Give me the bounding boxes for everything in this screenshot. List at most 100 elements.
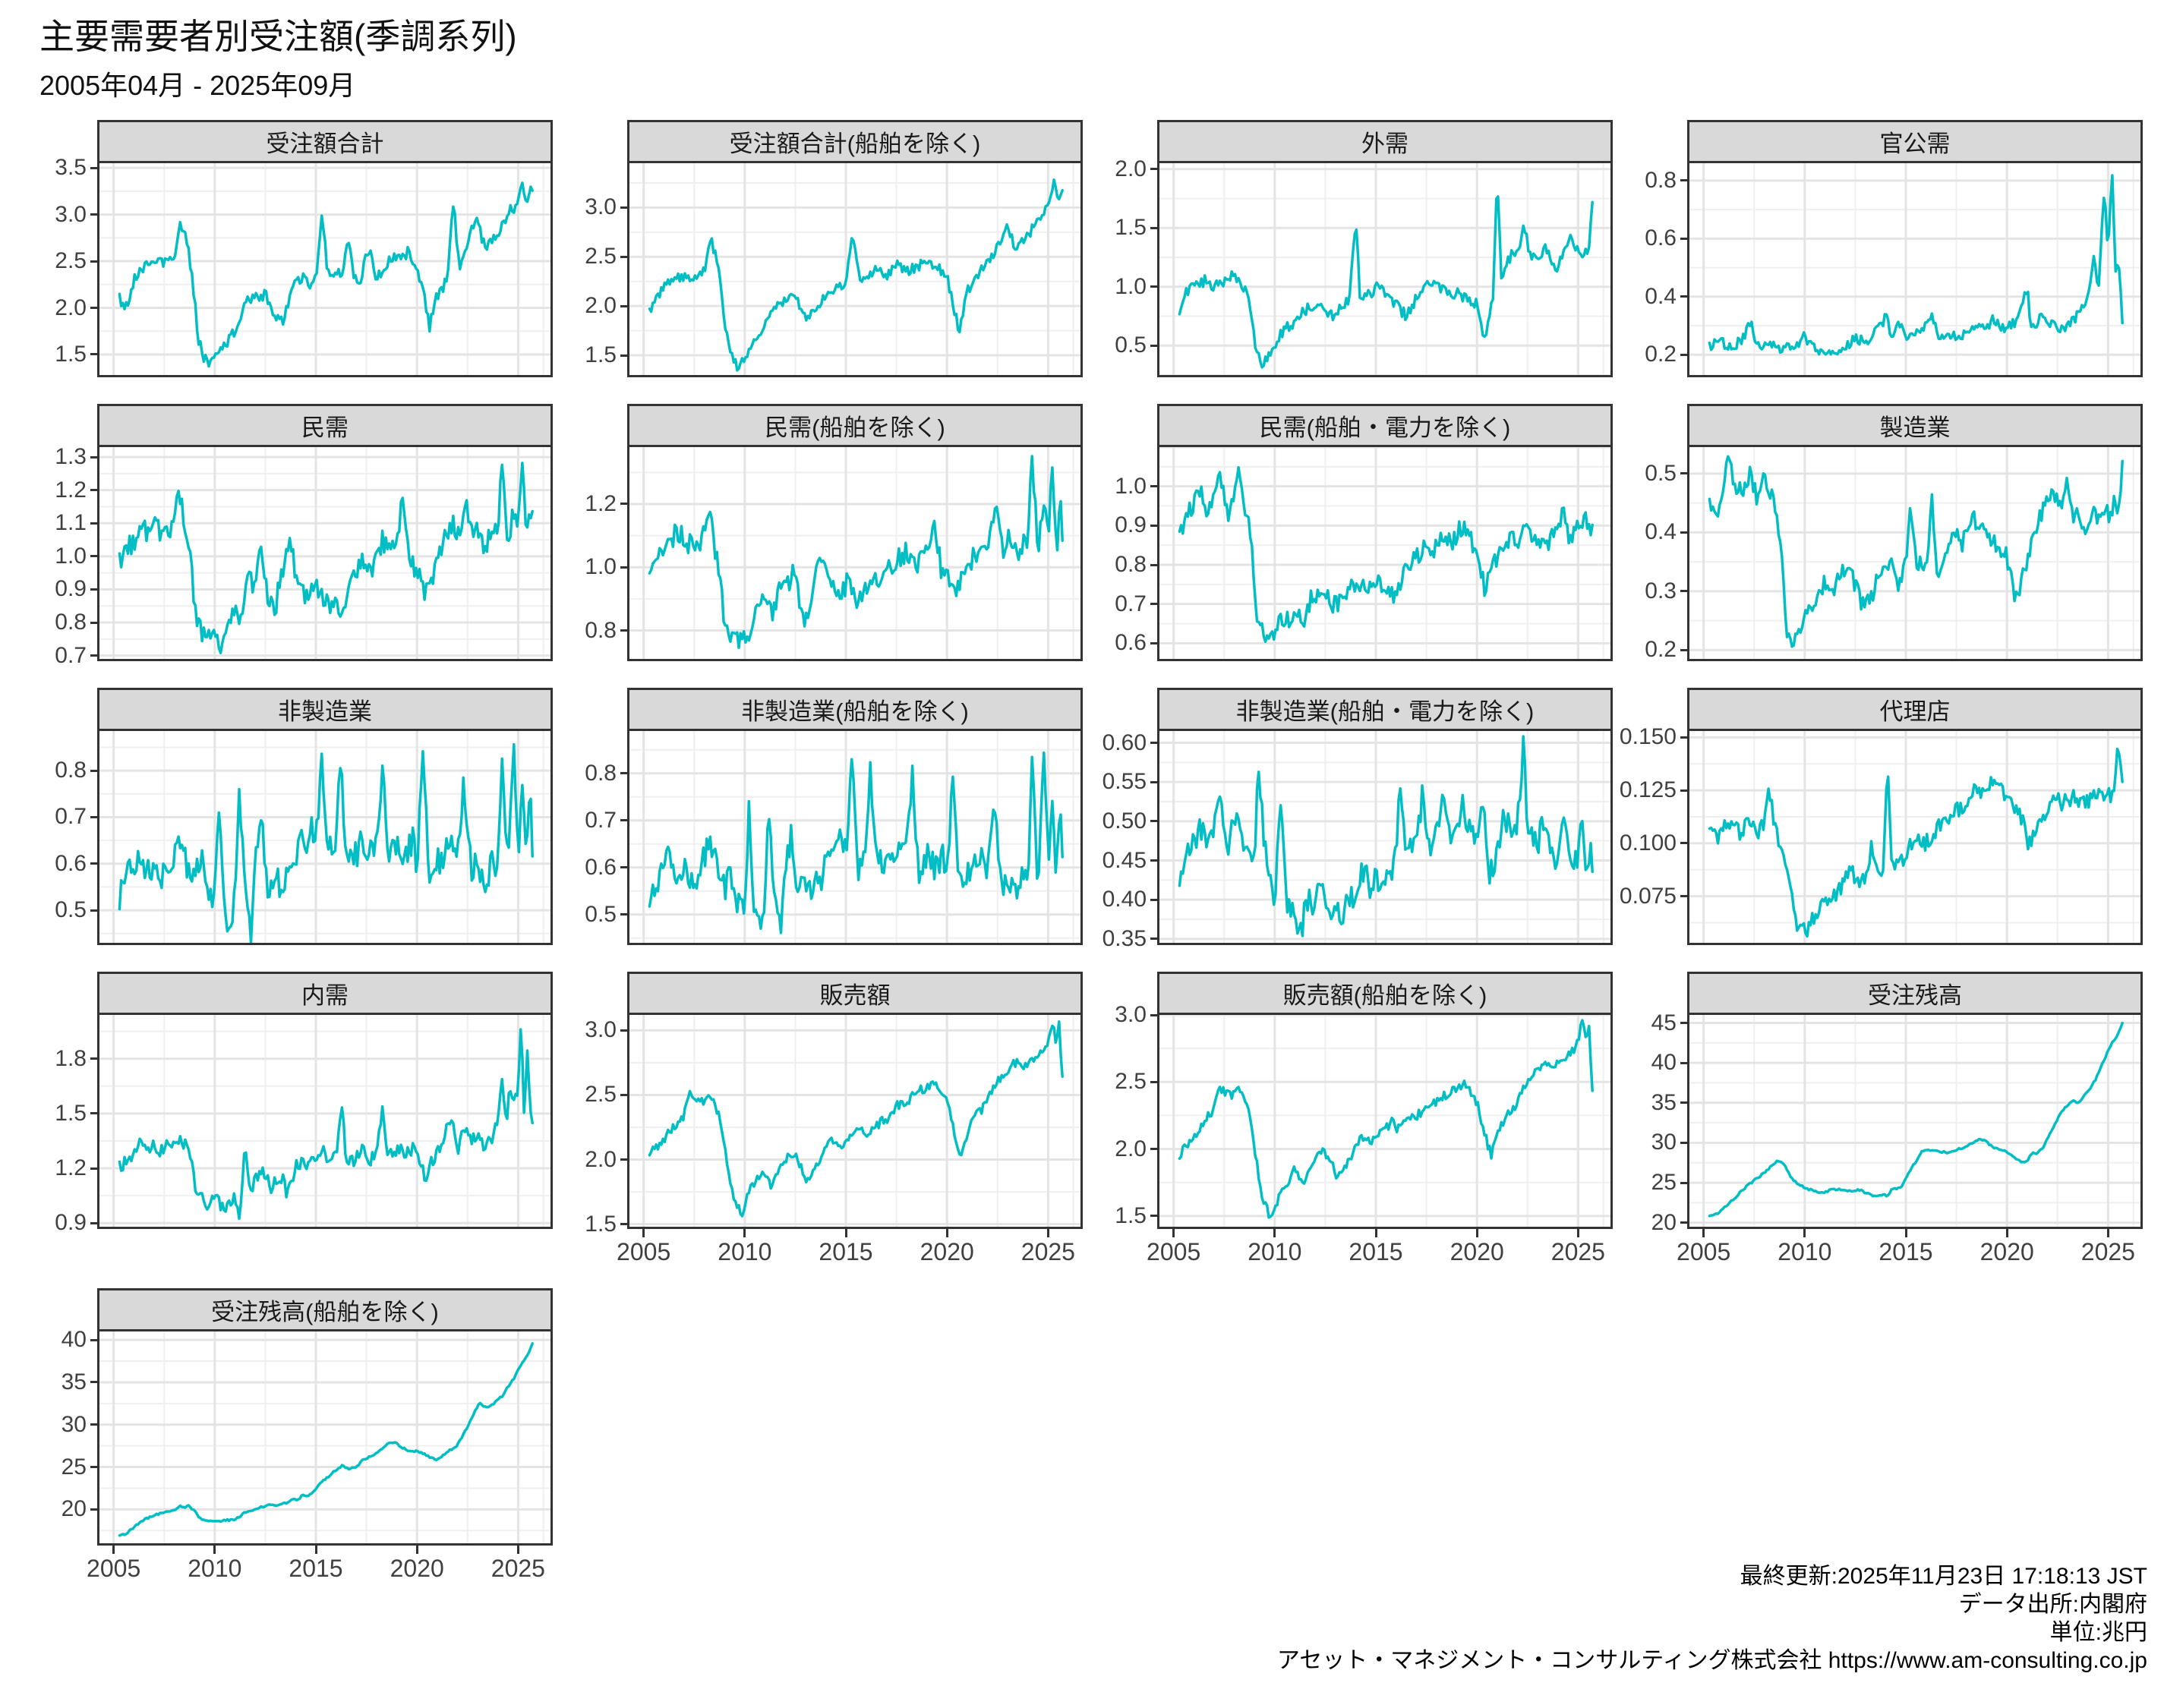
x-tick-label: 2025 xyxy=(2080,1238,2135,1265)
y-axis: 1.5 2.0 2.5 3.0 xyxy=(1090,972,1157,1231)
line-chart xyxy=(627,161,1083,377)
y-tick-mark xyxy=(1680,1061,1687,1064)
y-tick-mark xyxy=(1680,842,1687,845)
y-axis: 20 25 30 35 40 xyxy=(30,1288,97,1548)
y-tick-mark xyxy=(90,353,97,356)
y-axis: 0.9 1.2 1.5 1.8 xyxy=(30,972,97,1235)
y-tick-label: 2.5 xyxy=(55,248,87,274)
y-tick-mark xyxy=(620,1093,627,1096)
y-tick-label: 40 xyxy=(61,1327,87,1353)
x-tick-label: 2025 xyxy=(491,1555,545,1582)
facet-strip-title: 官公需 xyxy=(1687,120,2143,161)
y-tick-label: 2.0 xyxy=(1115,156,1147,181)
y-axis: 0.35 0.40 0.45 0.50 0.55 0.60 xyxy=(1090,688,1157,951)
line-chart xyxy=(1687,1013,2143,1229)
y-tick-mark xyxy=(620,772,627,775)
y-tick-mark xyxy=(1680,353,1687,356)
x-tick-label: 2010 xyxy=(1248,1238,1302,1265)
y-tick-label: 0.100 xyxy=(1619,830,1677,856)
x-tick-mark xyxy=(1576,1229,1579,1237)
x-tick-label: 2020 xyxy=(1450,1238,1504,1265)
facet-strip-title: 民需 xyxy=(97,404,553,445)
line-chart xyxy=(627,729,1083,945)
y-tick-mark xyxy=(90,260,97,263)
y-tick-label: 1.5 xyxy=(1115,215,1147,241)
y-tick-label: 0.5 xyxy=(1645,460,1677,486)
facet-cell: 1.5 2.0 2.5 3.0 販売額(船舶を除く) 2005 2010 2015 2020 20… xyxy=(1090,972,1613,1265)
y-tick-label: 1.2 xyxy=(55,477,87,503)
y-tick-mark xyxy=(620,629,627,632)
y-tick-mark xyxy=(620,866,627,869)
y-tick-label: 1.1 xyxy=(55,510,87,536)
y-tick-label: 3.0 xyxy=(1115,1002,1147,1027)
y-tick-label: 0.5 xyxy=(55,897,87,923)
y-tick-label: 0.45 xyxy=(1102,847,1147,873)
line-chart xyxy=(1157,161,1613,377)
x-tick-label: 2015 xyxy=(1879,1238,1933,1265)
facet-panel: 代理店 xyxy=(1687,688,2143,945)
x-tick-mark xyxy=(516,1546,519,1554)
x-axis: 2005 2010 2015 2020 2025 xyxy=(87,1546,553,1582)
y-tick-label: 0.7 xyxy=(55,642,87,668)
y-tick-mark xyxy=(90,1508,97,1511)
facet-cell: 20 25 30 35 40 45 受注残高 2005 2010 2015 2020 2025 xyxy=(1620,972,2143,1265)
facet-strip-title: 受注残高(船舶を除く) xyxy=(97,1288,553,1329)
y-tick-mark xyxy=(620,255,627,258)
x-tick-label: 2015 xyxy=(289,1555,343,1582)
y-tick-label: 45 xyxy=(1651,1010,1677,1035)
y-tick-mark xyxy=(1680,1181,1687,1184)
facet-panel: 受注残高 2005 2010 2015 2020 2025 xyxy=(1677,972,2143,1265)
y-tick-mark xyxy=(90,522,97,525)
facet-panel: 非製造業(船舶・電力を除く) xyxy=(1157,688,1613,945)
y-tick-label: 0.8 xyxy=(55,610,87,635)
chart-subtitle: 2005年04月 - 2025年09月 xyxy=(39,70,356,101)
line-chart xyxy=(97,1329,553,1546)
y-tick-label: 0.60 xyxy=(1102,730,1147,755)
x-tick-label: 2005 xyxy=(617,1238,671,1265)
x-tick-label: 2005 xyxy=(87,1555,141,1582)
y-tick-mark xyxy=(620,304,627,307)
facet-cell: 0.7 0.8 0.9 1.0 1.1 1.2 1.3 民需 xyxy=(30,404,553,668)
y-tick-mark xyxy=(620,819,627,822)
y-tick-mark xyxy=(620,206,627,209)
y-tick-label: 20 xyxy=(61,1496,87,1522)
x-tick-label: 2010 xyxy=(1778,1238,1832,1265)
y-tick-mark xyxy=(1150,1215,1157,1218)
y-tick-label: 0.8 xyxy=(55,758,87,783)
chart-title: 主要需要者別受注額(季調系列) xyxy=(39,17,517,56)
y-tick-mark xyxy=(1680,590,1687,593)
x-axis: 2005 2010 2015 2020 2025 xyxy=(1677,1229,2143,1265)
y-tick-label: 0.8 xyxy=(1115,552,1147,577)
y-tick-mark xyxy=(90,654,97,657)
x-tick-mark xyxy=(1273,1229,1276,1237)
x-tick-mark xyxy=(213,1546,216,1554)
line-chart xyxy=(97,729,553,945)
y-tick-mark xyxy=(90,1221,97,1224)
y-tick-label: 0.4 xyxy=(1645,519,1677,545)
y-tick-mark xyxy=(90,862,97,865)
line-chart xyxy=(627,445,1083,661)
y-axis: 1.5 2.0 2.5 3.0 3.5 xyxy=(30,120,97,380)
y-tick-mark xyxy=(90,1057,97,1060)
facet-cell: 1.5 2.0 2.5 3.0 販売額 2005 2010 2015 2020 2025 xyxy=(560,972,1083,1265)
y-tick-mark xyxy=(90,1466,97,1469)
line-chart xyxy=(1687,729,2143,945)
y-tick-label: 0.3 xyxy=(1645,578,1677,603)
y-tick-label: 0.2 xyxy=(1645,637,1677,663)
y-tick-mark xyxy=(1680,295,1687,298)
facet-strip-title: 受注額合計 xyxy=(97,120,553,161)
y-tick-mark xyxy=(1680,789,1687,792)
y-tick-label: 0.6 xyxy=(585,854,617,880)
x-tick-label: 2005 xyxy=(1147,1238,1201,1265)
y-tick-mark xyxy=(90,909,97,912)
y-tick-mark xyxy=(90,588,97,591)
y-tick-label: 0.7 xyxy=(55,804,87,830)
y-axis: 0.5 0.6 0.7 0.8 xyxy=(560,688,627,947)
line-chart xyxy=(1157,729,1613,945)
x-axis: 2005 2010 2015 2020 2025 xyxy=(1147,1229,1613,1265)
y-tick-label: 3.5 xyxy=(55,155,87,181)
facet-strip-title: 内需 xyxy=(97,972,553,1013)
y-tick-label: 0.6 xyxy=(1645,225,1677,251)
y-tick-mark xyxy=(620,1029,627,1032)
